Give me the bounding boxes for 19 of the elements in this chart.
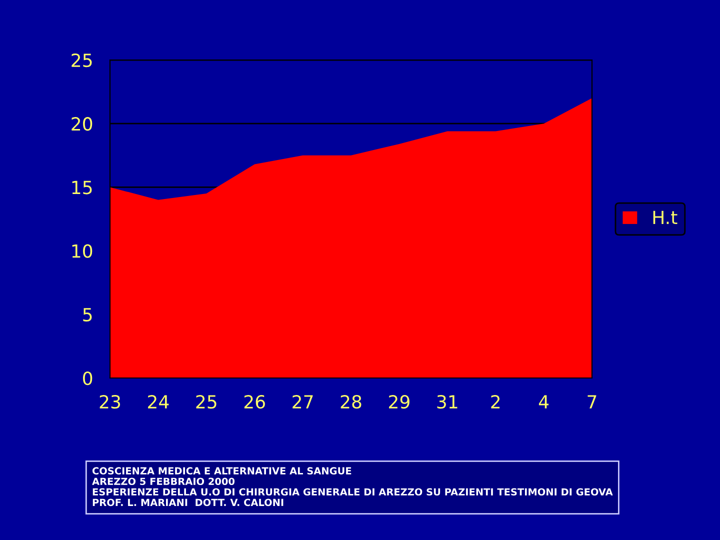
y-tick-label: 15 [72, 180, 92, 194]
x-tick-label: 2 [491, 394, 500, 408]
x-tick-label: 24 [148, 394, 169, 408]
x-tick-label: 4 [538, 395, 549, 408]
x-tick-label: 28 [340, 394, 362, 409]
x-tick-label: 7 [588, 395, 596, 408]
x-tick-label: 26 [244, 394, 265, 409]
y-tick-label: 25 [72, 53, 92, 68]
x-tick-label: 23 [100, 394, 120, 409]
y-tick-label: 10 [72, 244, 92, 258]
y-tick-label: 5 [83, 308, 92, 322]
x-tick-label: 27 [292, 394, 313, 408]
y-tick-label: 20 [72, 117, 92, 131]
x-tick-label: 29 [389, 394, 410, 409]
y-tick-label: 0 [83, 371, 92, 386]
x-tick-label: 31 [437, 394, 458, 409]
legend-label: H.t [653, 210, 678, 224]
text: COSCIENZA MEDICA E ALTERNATIVE AL SANGUE AREZZO 5 FEBBRAIO 2000 ESPERIENZE DELLA U.O DI CHIRURGIA GENERALE DI AREZZO SU PAZIENTI TESTIMONI DI GEOVA PROF. L. MARIANI DOTT. V. CALONI [92, 467, 613, 506]
x-tick-label: 25 [196, 394, 216, 409]
